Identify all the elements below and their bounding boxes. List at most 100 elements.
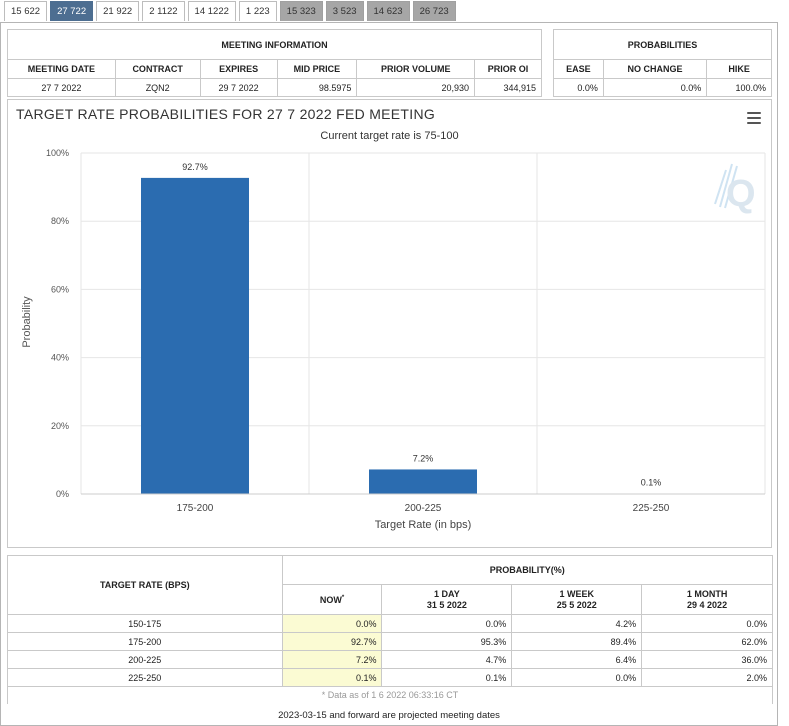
rate-cell: 225-250 bbox=[7, 668, 283, 687]
value-meeting-date: 27 7 2022 bbox=[7, 78, 116, 97]
x-tick-label: 175-200 bbox=[177, 503, 214, 514]
rate-cell: 175-200 bbox=[7, 632, 283, 651]
header-1-day-label: 1 DAY bbox=[434, 588, 460, 599]
rate-probability-table: TARGET RATE (BPS) PROBABILITY(%) NOW* 1 … bbox=[7, 555, 774, 704]
header-expires: EXPIRES bbox=[199, 59, 278, 79]
header-now: NOW* bbox=[281, 584, 383, 615]
tab-meeting-0[interactable]: 15 622 bbox=[4, 1, 48, 21]
value-mid-price: 98.5975 bbox=[276, 78, 358, 97]
bar-data-label: 0.1% bbox=[641, 478, 662, 488]
data-as-of-note: * Data as of 1 6 2022 06:33:16 CT bbox=[7, 686, 773, 704]
chart-plot: Q 0% 20% 40% 60% 80% 100% 92.7% 7.2% 0.1% 175-2… bbox=[21, 148, 766, 531]
bar-175-200 bbox=[141, 177, 249, 494]
week-cell: 0.0% bbox=[511, 668, 643, 687]
header-target-rate: TARGET RATE (BPS) bbox=[7, 555, 283, 615]
month-cell: 62.0% bbox=[641, 632, 773, 651]
header-1-week: 1 WEEK 25 5 2022 bbox=[511, 584, 643, 615]
y-tick-label: 0% bbox=[56, 489, 69, 499]
value-prior-volume: 20,930 bbox=[356, 78, 476, 97]
table-row: 150-175 0.0% 0.0% 4.2% 0.0% bbox=[7, 614, 773, 633]
watermark-logo: Q bbox=[714, 163, 756, 215]
value-no-change: 0.0% bbox=[602, 78, 708, 97]
y-tick-label: 40% bbox=[51, 353, 69, 363]
header-1-month: 1 MONTH 29 4 2022 bbox=[641, 584, 773, 615]
now-cell: 92.7% bbox=[281, 632, 383, 651]
tab-meeting-4[interactable]: 14 1222 bbox=[187, 1, 236, 21]
table-row: 175-200 92.7% 95.3% 89.4% 62.0% bbox=[7, 632, 773, 651]
y-axis-ticks: 0% 20% 40% 60% 80% 100% bbox=[46, 148, 69, 499]
tab-meeting-5[interactable]: 1 223 bbox=[238, 1, 277, 21]
y-tick-label: 20% bbox=[51, 421, 69, 431]
chart-title: TARGET RATE PROBABILITIES FOR 27 7 2022 … bbox=[16, 106, 436, 122]
day-cell: 4.7% bbox=[381, 650, 513, 669]
header-no-change: NO CHANGE bbox=[602, 59, 708, 79]
week-cell: 89.4% bbox=[511, 632, 643, 651]
tab-meeting-8[interactable]: 14 623 bbox=[366, 1, 410, 21]
rate-cell: 200-225 bbox=[7, 650, 283, 669]
tab-meeting-2[interactable]: 21 922 bbox=[96, 1, 140, 21]
rate-cell: 150-175 bbox=[7, 614, 283, 633]
header-prior-oi: PRIOR OI bbox=[474, 59, 542, 79]
bar-200-225 bbox=[369, 469, 477, 494]
bar-data-label: 92.7% bbox=[182, 162, 208, 172]
x-axis-ticks: 175-200 200-225 225-250 bbox=[81, 493, 765, 514]
header-1-month-label: 1 MONTH bbox=[686, 588, 728, 599]
tab-meeting-6[interactable]: 15 323 bbox=[279, 1, 323, 21]
meeting-tabs: 15 622 27 722 21 922 2 1122 14 1222 1 22… bbox=[4, 1, 459, 23]
x-tick-label: 225-250 bbox=[633, 503, 670, 514]
meeting-info-table: MEETING INFORMATION MEETING DATE CONTRAC… bbox=[7, 29, 542, 97]
header-mid-price: MID PRICE bbox=[276, 59, 358, 79]
month-cell: 36.0% bbox=[641, 650, 773, 669]
now-cell: 7.2% bbox=[281, 650, 383, 669]
bar-data-label: 7.2% bbox=[413, 453, 434, 463]
header-now-mark: * bbox=[341, 595, 345, 601]
value-hike: 100.0% bbox=[706, 78, 772, 97]
value-prior-oi: 344,915 bbox=[474, 78, 542, 97]
probabilities-table: PROBABILITIES EASE NO CHANGE HIKE 0.0% 0… bbox=[553, 29, 772, 97]
header-prior-volume: PRIOR VOLUME bbox=[356, 59, 476, 79]
projected-dates-note: 2023-03-15 and forward are projected mee… bbox=[278, 710, 500, 721]
week-cell: 6.4% bbox=[511, 650, 643, 669]
tab-meeting-3[interactable]: 2 1122 bbox=[142, 1, 185, 21]
table-row: 200-225 7.2% 4.7% 6.4% 36.0% bbox=[7, 650, 773, 669]
watermark-letter: Q bbox=[726, 173, 756, 215]
header-1-week-label: 1 WEEK bbox=[559, 588, 594, 599]
header-contract: CONTRACT bbox=[114, 59, 201, 79]
header-now-label: NOW bbox=[319, 595, 342, 605]
day-cell: 0.0% bbox=[381, 614, 513, 633]
now-cell: 0.0% bbox=[281, 614, 383, 633]
now-cell: 0.1% bbox=[281, 668, 383, 687]
header-probability: PROBABILITY(%) bbox=[281, 555, 774, 585]
tab-meeting-1[interactable]: 27 722 bbox=[50, 1, 94, 21]
month-cell: 2.0% bbox=[641, 668, 773, 687]
target-rate-chart: TARGET RATE PROBABILITIES FOR 27 7 2022 … bbox=[7, 99, 772, 548]
header-ease: EASE bbox=[553, 59, 604, 79]
tab-meeting-7[interactable]: 3 523 bbox=[325, 1, 364, 21]
value-expires: 29 7 2022 bbox=[199, 78, 278, 97]
y-tick-label: 80% bbox=[51, 216, 69, 226]
header-hike: HIKE bbox=[706, 59, 772, 79]
chart-bars: 92.7% 7.2% 0.1% bbox=[141, 162, 705, 495]
header-1-day: 1 DAY 31 5 2022 bbox=[381, 584, 513, 615]
y-tick-label: 100% bbox=[46, 148, 69, 158]
chart-menu-icon[interactable] bbox=[747, 112, 761, 125]
x-tick-label: 200-225 bbox=[405, 503, 442, 514]
month-cell: 0.0% bbox=[641, 614, 773, 633]
header-1-week-date: 25 5 2022 bbox=[556, 599, 597, 610]
x-axis-title: Target Rate (in bps) bbox=[375, 519, 472, 531]
chart-subtitle: Current target rate is 75-100 bbox=[320, 130, 459, 142]
header-1-day-date: 31 5 2022 bbox=[426, 599, 467, 610]
day-cell: 95.3% bbox=[381, 632, 513, 651]
value-ease: 0.0% bbox=[553, 78, 604, 97]
tab-meeting-9[interactable]: 26 723 bbox=[412, 1, 456, 21]
header-1-month-date: 29 4 2022 bbox=[687, 599, 728, 610]
probabilities-title: PROBABILITIES bbox=[553, 29, 772, 60]
meeting-info-title: MEETING INFORMATION bbox=[7, 29, 542, 60]
value-contract: ZQN2 bbox=[114, 78, 201, 97]
y-axis-title: Probability bbox=[21, 296, 33, 348]
header-meeting-date: MEETING DATE bbox=[7, 59, 116, 79]
day-cell: 0.1% bbox=[381, 668, 513, 687]
y-tick-label: 60% bbox=[51, 284, 69, 294]
week-cell: 4.2% bbox=[511, 614, 643, 633]
table-row: 225-250 0.1% 0.1% 0.0% 2.0% bbox=[7, 668, 773, 687]
